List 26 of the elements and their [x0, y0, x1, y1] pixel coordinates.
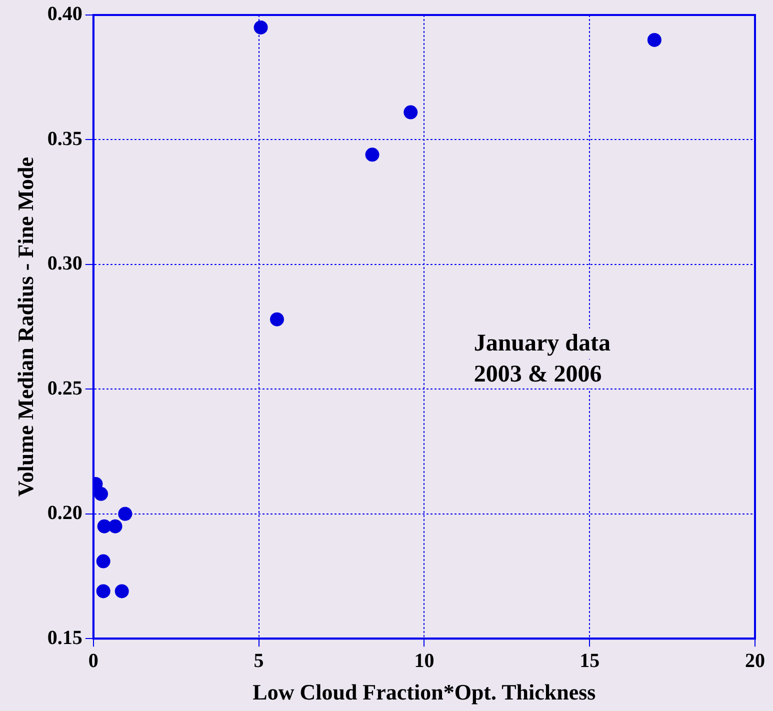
- y-tick-label: 0.40: [47, 3, 82, 26]
- x-tick-label: 10: [414, 650, 434, 672]
- point: [254, 20, 268, 34]
- x-tick-label: 5: [254, 650, 264, 672]
- point: [96, 584, 110, 598]
- x-axis-title: Low Cloud Fraction*Opt. Thickness: [252, 679, 596, 704]
- point: [365, 148, 380, 162]
- y-tick-label: 0.20: [47, 502, 82, 524]
- y-axis-title: Volume Median Radius - Fine Mode: [12, 156, 38, 497]
- point: [94, 486, 108, 501]
- annotation: 2003 & 2006: [474, 361, 602, 388]
- y-tick-label: 0.25: [47, 377, 82, 400]
- point: [118, 506, 132, 521]
- y-tick-label: 0.15: [47, 626, 82, 649]
- point: [96, 554, 110, 568]
- point: [270, 312, 284, 326]
- y-tick-label: 0.35: [47, 128, 82, 150]
- x-tick-label: 15: [580, 650, 600, 672]
- point: [647, 32, 662, 47]
- point: [114, 584, 129, 598]
- x-tick-label: 20: [745, 650, 765, 672]
- annotation: January data: [474, 330, 611, 356]
- x-tick-label: 0: [88, 650, 98, 672]
- point: [108, 519, 122, 534]
- point: [404, 105, 418, 120]
- y-tick-label: 0.30: [47, 252, 82, 275]
